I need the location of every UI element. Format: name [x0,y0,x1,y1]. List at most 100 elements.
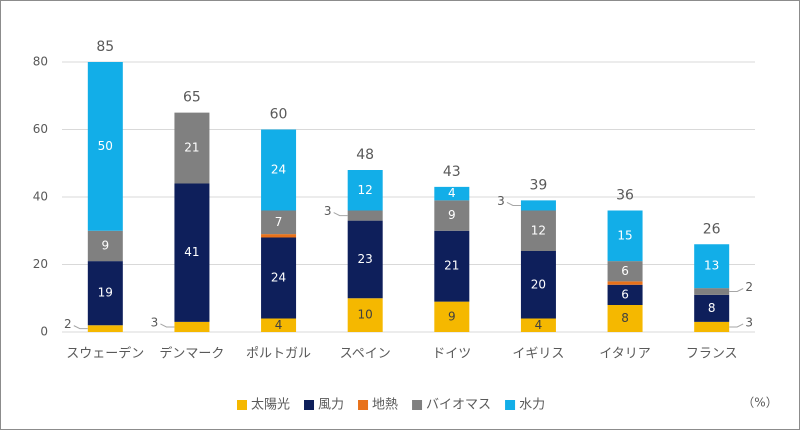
value-label: 2 [64,317,72,331]
bar-segment [347,170,383,211]
value-label: 15 [617,228,632,242]
total-label: 65 [183,90,201,106]
value-label: 9 [101,238,109,252]
x-tick-label: フランス [686,347,738,362]
value-label: 13 [704,259,719,273]
bar-segment [174,183,210,322]
bar-segment [261,234,297,238]
bar-segment [347,210,383,221]
legend-swatch [304,400,315,410]
total-label: 43 [443,164,461,180]
bar-segment [520,200,556,211]
bar-segment [87,325,123,332]
value-label: 4 [448,186,456,200]
value-label: 3 [151,315,159,329]
value-label: 3 [745,315,753,329]
leader-line [333,212,348,217]
bar-segment [694,244,730,289]
total-label: 36 [616,188,634,204]
x-tick-label: スウェーデン [66,346,144,362]
value-label: 23 [358,252,373,266]
bar-segment [87,261,123,326]
value-label: 8 [621,311,629,325]
total-label: 39 [530,177,548,193]
bar-segment [174,112,210,184]
bar-segment [261,237,297,319]
value-label: 12 [531,223,546,237]
y-tick-label: 0 [40,325,48,339]
x-tick-label: スペイン [340,347,391,362]
bar-segment [520,210,556,251]
unit-label: （%） [742,396,777,410]
y-tick-label: 20 [33,257,48,271]
bar-segment [261,210,297,235]
value-label: 50 [98,139,113,153]
value-label: 4 [275,318,283,332]
bar-segment [607,261,643,282]
x-tick-label: イタリア [599,347,650,362]
legend-label: 太陽光 [251,398,290,413]
x-tick-label: イギリス [512,347,564,362]
value-label: 6 [621,287,629,301]
bar-segment [434,301,470,332]
bar-segment [607,210,643,262]
leader-line [160,323,175,328]
value-label: 9 [448,208,456,222]
value-label: 24 [271,163,286,177]
leader-line [729,323,744,328]
bar-segment [434,230,470,302]
bar-segment [347,220,383,299]
bar-segment [607,305,643,332]
x-tick-label: デンマーク [159,346,224,362]
value-label: 21 [444,259,459,273]
value-label: 12 [358,183,373,197]
value-label: 21 [184,141,199,155]
total-label: 85 [96,39,114,55]
leader-line [506,201,521,206]
legend-swatch [358,400,369,410]
y-tick-label: 80 [33,55,48,69]
bar-segment [694,294,730,322]
bar-segment [347,298,383,332]
bar-segment [174,321,210,332]
bar-segment [607,281,643,285]
bar-segment [434,200,470,231]
value-label: 2 [745,280,753,294]
value-label: 24 [271,271,286,285]
y-tick-label: 40 [33,190,48,204]
value-label: 3 [497,194,505,208]
value-label: 3 [324,204,332,218]
value-label: 4 [535,318,543,332]
total-label: 60 [270,107,288,123]
legend-swatch [237,400,247,410]
bar-segment [694,288,730,295]
legend-swatch [505,400,516,410]
legend-label: 風力 [318,398,344,413]
bar-segment [434,186,470,201]
value-label: 6 [621,264,629,278]
total-label: 26 [703,221,721,237]
y-tick-label: 60 [33,122,48,136]
value-label: 9 [448,309,456,323]
bar-segment [607,284,643,305]
legend-label: 水力 [519,398,545,413]
value-label: 20 [531,277,546,291]
value-label: 7 [275,215,283,229]
legend-swatch [412,400,423,410]
value-label: 10 [358,308,373,322]
bar-segment [261,318,297,332]
bar-segment [520,318,556,332]
legend-label: バイオマス [426,398,491,413]
total-label: 48 [356,147,374,163]
bar-segment [520,251,556,319]
value-label: 8 [708,301,716,315]
leader-line [729,288,744,292]
bar-segment [261,129,297,211]
value-label: 19 [98,286,113,300]
value-label: 41 [184,245,199,259]
leader-line [73,325,88,330]
legend-label: 地熱 [372,398,398,413]
x-tick-label: ドイツ [432,347,471,362]
bar-segment [87,62,123,231]
